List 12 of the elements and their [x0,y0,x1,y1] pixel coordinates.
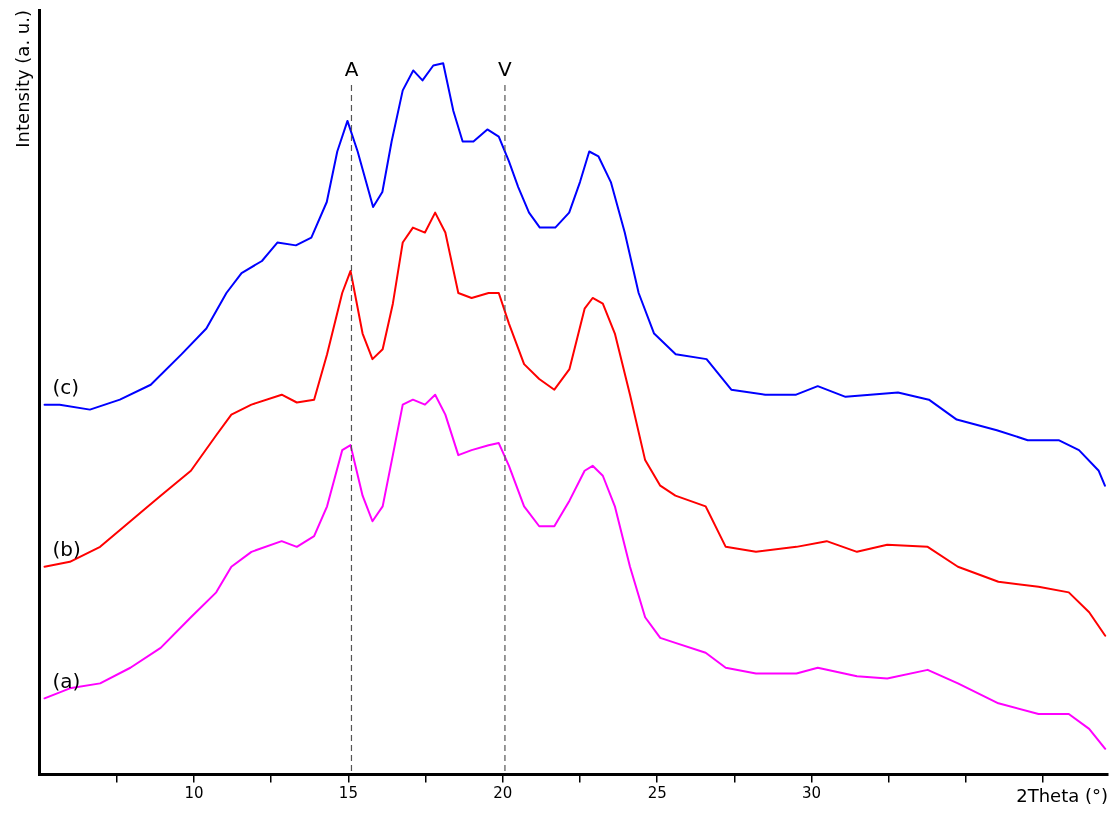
x-tick-label: 20 [493,784,513,803]
x-tick-label: 25 [647,784,667,803]
x-tick-label: 30 [802,784,822,803]
ref-line-label: V [498,57,513,82]
x-tick-label: 10 [184,784,204,803]
series-label: (a) [52,668,81,693]
ref-line-label: A [344,57,359,82]
y-axis-title: Intensity (a. u.) [12,10,34,148]
x-axis-title: 2Theta (°) [1016,784,1108,806]
series-label: (c) [52,374,80,399]
x-tick-label: 15 [338,784,358,803]
series-label: (b) [52,536,81,561]
